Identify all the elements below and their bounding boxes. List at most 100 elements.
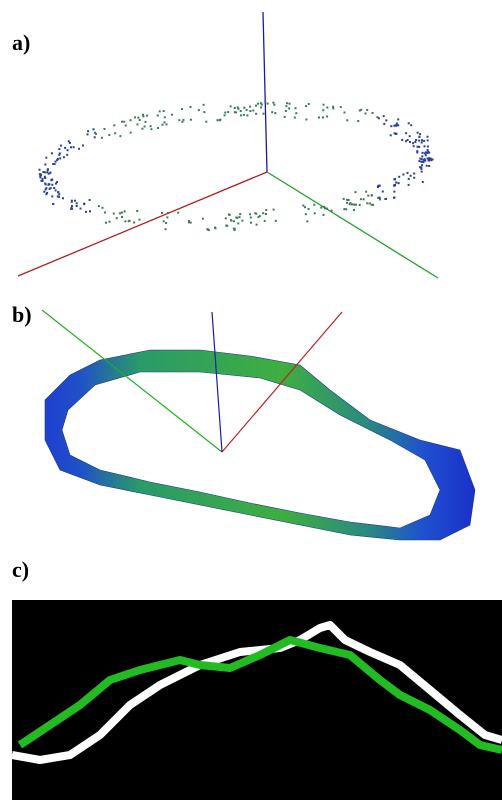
cloud-point — [53, 187, 55, 189]
cloud-point — [67, 149, 69, 151]
cloud-point — [383, 115, 385, 117]
cloud-point — [145, 121, 147, 123]
cloud-point — [428, 165, 430, 167]
cloud-point — [165, 222, 167, 224]
cloud-point — [164, 116, 166, 118]
cloud-point — [124, 210, 126, 212]
cloud-point — [360, 109, 362, 111]
cloud-point — [249, 213, 251, 215]
cloud-point — [219, 119, 221, 121]
cloud-point — [258, 216, 260, 218]
cloud-point — [331, 210, 333, 212]
cloud-point — [413, 173, 415, 175]
cloud-point — [398, 182, 400, 184]
cloud-point — [425, 154, 427, 156]
cloud-point — [418, 140, 420, 142]
point-cloud — [39, 101, 434, 231]
cloud-point — [225, 217, 227, 219]
cloud-point — [359, 204, 361, 206]
cloud-point — [177, 212, 179, 214]
cloud-point — [255, 113, 257, 115]
cloud-point — [289, 103, 291, 105]
cloud-point — [346, 202, 348, 204]
cloud-point — [393, 197, 395, 199]
cloud-point — [130, 132, 132, 134]
cloud-point — [42, 178, 44, 180]
cloud-point — [255, 105, 257, 107]
cloud-point — [124, 220, 126, 222]
cloud-point — [57, 191, 59, 193]
cloud-point — [113, 213, 115, 215]
cloud-point — [243, 114, 245, 116]
cloud-point — [366, 109, 368, 111]
cloud-point — [161, 212, 163, 214]
cloud-point — [205, 121, 207, 123]
cloud-point — [421, 155, 423, 157]
cloud-point — [228, 214, 230, 216]
cloud-point — [123, 121, 125, 123]
cloud-point — [51, 179, 53, 181]
cloud-point — [271, 111, 273, 113]
cloud-point — [382, 191, 384, 193]
cloud-point — [62, 197, 64, 199]
cloud-point — [71, 200, 73, 202]
cloud-point — [163, 110, 165, 112]
cloud-point — [397, 124, 399, 126]
cloud-point — [422, 152, 424, 154]
cloud-point — [130, 119, 132, 121]
cloud-point — [45, 188, 47, 190]
cloud-point — [264, 101, 266, 103]
cloud-point — [136, 210, 138, 212]
cloud-point — [125, 125, 127, 127]
cloud-point — [235, 111, 237, 113]
cloud-point — [285, 105, 287, 107]
cloud-point — [249, 106, 251, 108]
cloud-point — [142, 114, 144, 116]
cloud-point — [346, 199, 348, 201]
cloud-point — [408, 178, 410, 180]
cloud-point — [240, 114, 242, 116]
cloud-point — [318, 117, 320, 119]
cloud-point — [306, 220, 308, 222]
cloud-point — [101, 137, 103, 139]
cloud-point — [116, 217, 118, 219]
cloud-point — [357, 120, 359, 122]
cloud-point — [151, 128, 153, 130]
cloud-point — [424, 145, 426, 147]
cloud-point — [246, 109, 248, 111]
cloud-point — [133, 222, 135, 224]
cloud-point — [249, 110, 251, 112]
cloud-point — [82, 145, 84, 147]
cloud-point — [181, 108, 183, 110]
cloud-point — [66, 154, 68, 156]
cloud-point — [240, 110, 242, 112]
cloud-point — [178, 119, 180, 121]
cloud-point — [203, 104, 205, 106]
cloud-point — [119, 212, 121, 214]
cloud-point — [295, 107, 297, 109]
cloud-point — [416, 150, 418, 152]
cloud-point — [224, 114, 226, 116]
cloud-point — [405, 140, 407, 142]
cloud-point — [288, 108, 290, 110]
cloud-point — [171, 114, 173, 116]
cloud-point — [52, 203, 54, 205]
cloud-point — [413, 145, 415, 147]
cloud-point — [313, 204, 315, 206]
cloud-point — [260, 106, 262, 108]
cloud-point — [314, 212, 316, 214]
cloud-point — [167, 212, 169, 214]
cloud-point — [409, 135, 411, 137]
cloud-point — [51, 184, 53, 186]
cloud-point — [246, 114, 248, 116]
cloud-point — [141, 128, 143, 130]
axis-x — [222, 312, 342, 452]
cloud-point — [256, 224, 258, 226]
cloud-point — [323, 104, 325, 106]
cloud-point — [275, 220, 277, 222]
cloud-point — [45, 157, 47, 159]
cloud-point — [263, 113, 265, 115]
cloud-point — [286, 102, 288, 104]
cloud-point — [424, 158, 426, 160]
cloud-point — [89, 199, 91, 201]
